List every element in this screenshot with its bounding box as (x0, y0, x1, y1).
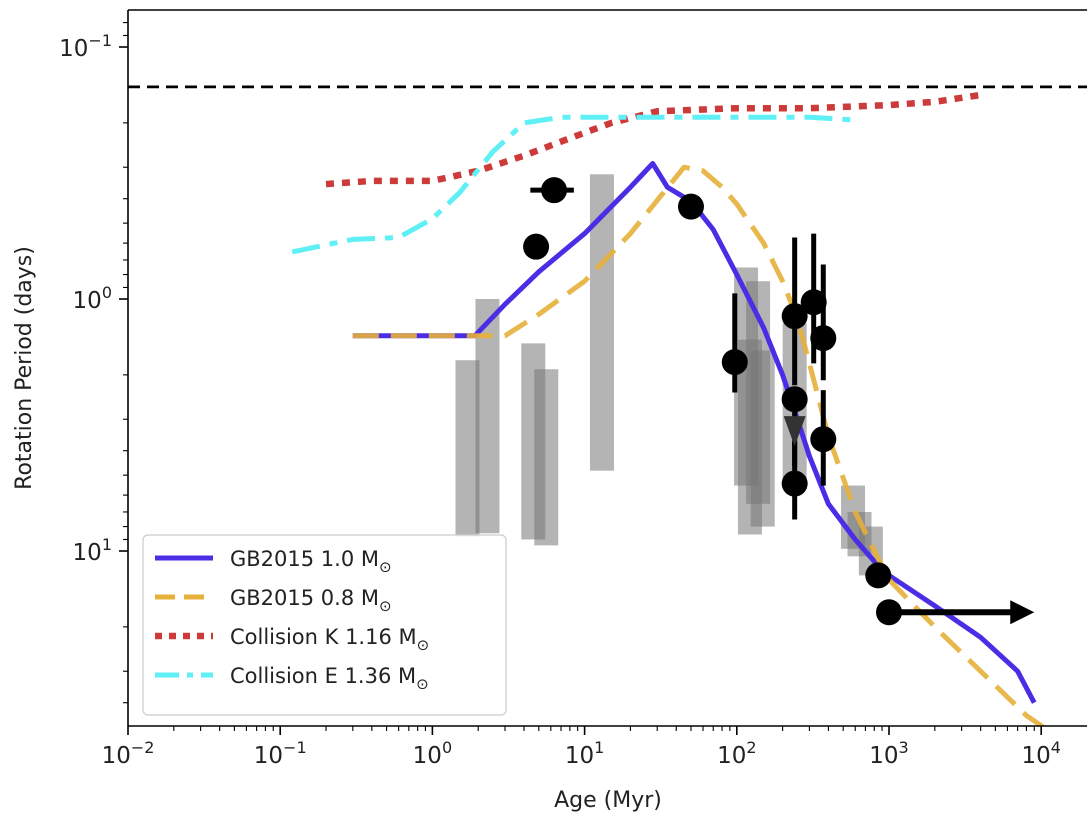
data-point-2 (677, 193, 704, 220)
legend-label-0: GB2015 1.0 M⊙ (230, 547, 392, 576)
data-point-1 (541, 177, 568, 204)
y-ticks: 10−1 100 101 (59, 22, 128, 704)
y-tick-label: 100 (73, 283, 112, 314)
x-tick-label: 104 (1021, 738, 1060, 769)
x-tick-label: 101 (565, 738, 604, 769)
x-tick-label: 100 (413, 738, 452, 769)
data-point-4 (781, 303, 808, 330)
x-axis-label: Age (Myr) (554, 788, 662, 813)
down-arrow-marker (783, 416, 806, 447)
x-tick-label: 102 (717, 738, 756, 769)
series-line-0 (352, 161, 1037, 704)
data-points (523, 177, 1035, 626)
gray-bar-3 (534, 369, 559, 546)
gray-bar-8 (750, 350, 775, 527)
gray-bars (455, 174, 883, 576)
legend: GB2015 1.0 M⊙ GB2015 0.8 M⊙ Collision K 1.… (142, 534, 507, 716)
x-tick-label: 10−1 (254, 738, 307, 769)
data-point-6 (781, 470, 808, 497)
y-tick-label: 101 (73, 535, 112, 566)
legend-label-3: Collision E 1.36 M⊙ (230, 664, 429, 693)
x-tick-label: 103 (869, 738, 908, 769)
x-ticks: 10−2 10−1 100 101 102 103 104 (102, 726, 1061, 769)
legend-label-2: Collision K 1.16 M⊙ (230, 625, 429, 654)
data-point-9 (810, 426, 837, 453)
data-point-7 (800, 289, 827, 316)
legend-box (142, 534, 507, 716)
y-tick-label: 10−1 (59, 31, 112, 62)
data-point-5 (781, 386, 808, 413)
series-line-3 (291, 114, 856, 255)
data-point-3 (721, 349, 748, 376)
legend-label-1: GB2015 0.8 M⊙ (230, 586, 392, 615)
data-point-8 (810, 325, 837, 352)
x-tick-label: 10−2 (102, 738, 155, 769)
y-axis-label: Rotation Period (days) (12, 246, 37, 490)
right-arrow-head (1010, 600, 1035, 625)
series-line-2 (325, 91, 982, 188)
data-point-0 (523, 233, 550, 260)
data-point-10 (865, 562, 892, 589)
